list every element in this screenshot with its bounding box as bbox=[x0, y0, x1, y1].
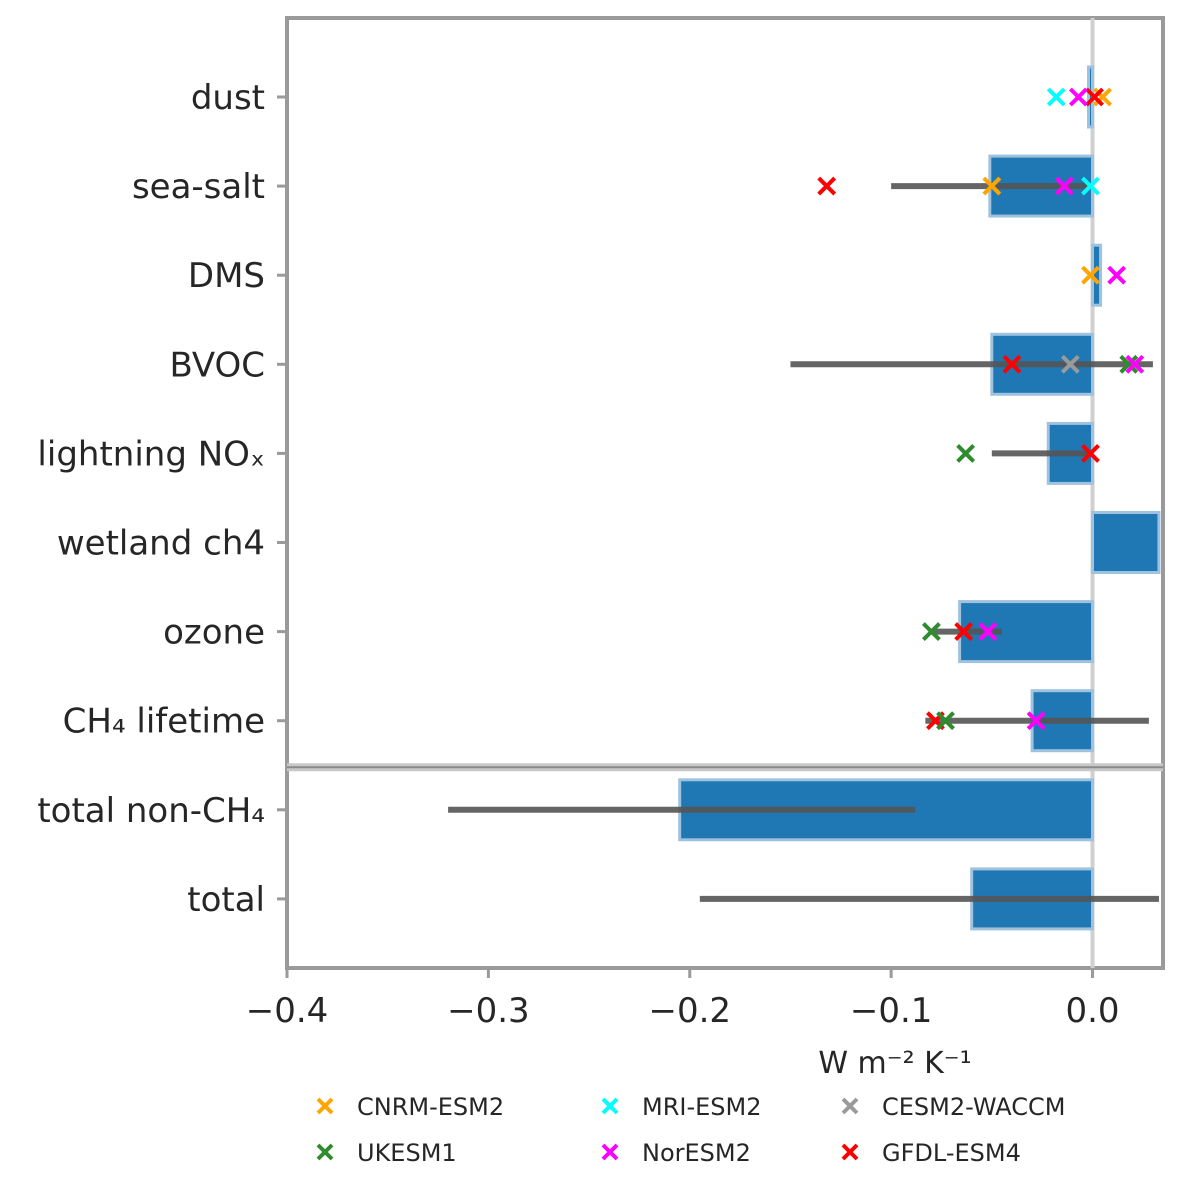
point-stroke bbox=[1081, 176, 1100, 196]
point-stroke bbox=[1081, 443, 1100, 463]
legend-item-gfdl-esm4: GFDL-ESM4 bbox=[841, 1139, 1021, 1167]
y-tick-label: CH₄ lifetime bbox=[63, 702, 265, 742]
point-gfdl-esm4-sea-salt bbox=[817, 176, 837, 196]
point-stroke bbox=[921, 622, 941, 642]
y-tick-label: sea-salt bbox=[132, 167, 265, 207]
x-tick-label: −0.1 bbox=[850, 991, 933, 1031]
y-tick-label: lightning NOₓ bbox=[37, 434, 265, 474]
point-noresm2-BVOC bbox=[1125, 354, 1145, 374]
point-stroke bbox=[1002, 354, 1022, 374]
legend-marker bbox=[316, 1097, 334, 1115]
point-gfdl-esm4-BVOC bbox=[1002, 354, 1022, 374]
x-axis-title: W m⁻² K⁻¹ bbox=[818, 1046, 971, 1081]
legend-marker bbox=[841, 1097, 859, 1115]
point-ukesm1-lightning-NOₓ bbox=[956, 443, 976, 463]
point-stroke bbox=[1085, 87, 1104, 107]
point-stroke bbox=[1060, 354, 1080, 374]
point-stroke bbox=[1026, 711, 1046, 731]
point-cesm2-waccm-BVOC bbox=[1060, 354, 1080, 374]
point-stroke bbox=[956, 443, 976, 463]
legend-label: GFDL-ESM4 bbox=[882, 1139, 1021, 1167]
point-noresm2-ozone bbox=[978, 622, 998, 642]
point-stroke bbox=[1069, 87, 1088, 107]
point-stroke bbox=[1119, 354, 1139, 374]
bar-wetland-ch4 bbox=[1091, 511, 1161, 574]
y-tick-label: wetland ch4 bbox=[57, 524, 265, 564]
x-axis: −0.4 −0.3 −0.2 −0.1 0.0 bbox=[246, 968, 1120, 1031]
point-noresm2-DMS bbox=[1107, 265, 1127, 285]
point-noresm2-dust bbox=[1069, 87, 1088, 107]
point-stroke bbox=[1081, 265, 1100, 285]
bar-DMS bbox=[1091, 243, 1103, 307]
x-tick-label: −0.4 bbox=[246, 991, 329, 1031]
x-tick-label: −0.3 bbox=[447, 991, 530, 1031]
y-tick-label: dust bbox=[191, 78, 265, 118]
legend-item-noresm2: NorESM2 bbox=[601, 1139, 751, 1167]
point-stroke bbox=[1046, 87, 1066, 107]
point-ukesm1-BVOC bbox=[1119, 354, 1139, 374]
point-ukesm1-CH₄-lifetime bbox=[936, 711, 955, 731]
point-noresm2-sea-salt bbox=[1054, 176, 1074, 196]
x-tick-label: 0.0 bbox=[1065, 991, 1119, 1031]
legend-label: UKESM1 bbox=[357, 1139, 457, 1167]
point-cnrm-esm2-sea-salt bbox=[982, 176, 1002, 196]
y-tick-label: total bbox=[187, 880, 265, 920]
legend-label: CNRM-ESM2 bbox=[357, 1093, 504, 1121]
legend-item-cesm2-waccm: CESM2-WACCM bbox=[841, 1093, 1065, 1121]
legend-label: NorESM2 bbox=[642, 1139, 751, 1167]
model-points bbox=[817, 87, 1145, 731]
point-gfdl-esm4-lightning-NOₓ bbox=[1081, 443, 1100, 463]
point-gfdl-esm4-dust bbox=[1085, 87, 1104, 107]
point-stroke bbox=[1125, 354, 1145, 374]
legend-marker bbox=[601, 1143, 619, 1161]
y-tick-label: total non-CH₄ bbox=[37, 791, 265, 831]
legend-label: CESM2-WACCM bbox=[882, 1093, 1065, 1121]
legend-item-cnrm-esm2: CNRM-ESM2 bbox=[316, 1093, 504, 1121]
legend-label: MRI-ESM2 bbox=[642, 1093, 762, 1121]
point-stroke bbox=[817, 176, 837, 196]
legend-marker bbox=[841, 1143, 859, 1161]
point-gfdl-esm4-ozone bbox=[954, 622, 974, 642]
y-tick-label: ozone bbox=[163, 613, 265, 653]
point-mri-esm2-dust bbox=[1046, 87, 1066, 107]
point-noresm2-CH₄-lifetime bbox=[1026, 711, 1046, 731]
plot-frame bbox=[285, 16, 1165, 970]
legend-item-ukesm1: UKESM1 bbox=[316, 1139, 457, 1167]
point-ukesm1-ozone bbox=[921, 622, 941, 642]
legend: CNRM-ESM2 MRI-ESM2 CESM2-WACCM UKESM1 NorESM… bbox=[316, 1093, 1065, 1167]
y-tick-label: DMS bbox=[188, 256, 265, 296]
point-stroke bbox=[1054, 176, 1074, 196]
point-cnrm-esm2-DMS bbox=[1081, 265, 1100, 285]
point-mri-esm2-sea-salt bbox=[1081, 176, 1100, 196]
point-stroke bbox=[954, 622, 974, 642]
point-stroke bbox=[978, 622, 998, 642]
point-stroke bbox=[1107, 265, 1127, 285]
legend-item-mri-esm2: MRI-ESM2 bbox=[601, 1093, 762, 1121]
legend-marker bbox=[601, 1097, 619, 1115]
point-stroke bbox=[982, 176, 1002, 196]
legend-marker bbox=[316, 1143, 334, 1161]
y-tick-label: BVOC bbox=[170, 345, 265, 385]
y-axis: dust sea-salt DMS BVOC lightning NOₓ wetland … bbox=[37, 78, 287, 920]
x-tick-label: −0.2 bbox=[648, 991, 731, 1031]
point-stroke bbox=[936, 711, 955, 731]
